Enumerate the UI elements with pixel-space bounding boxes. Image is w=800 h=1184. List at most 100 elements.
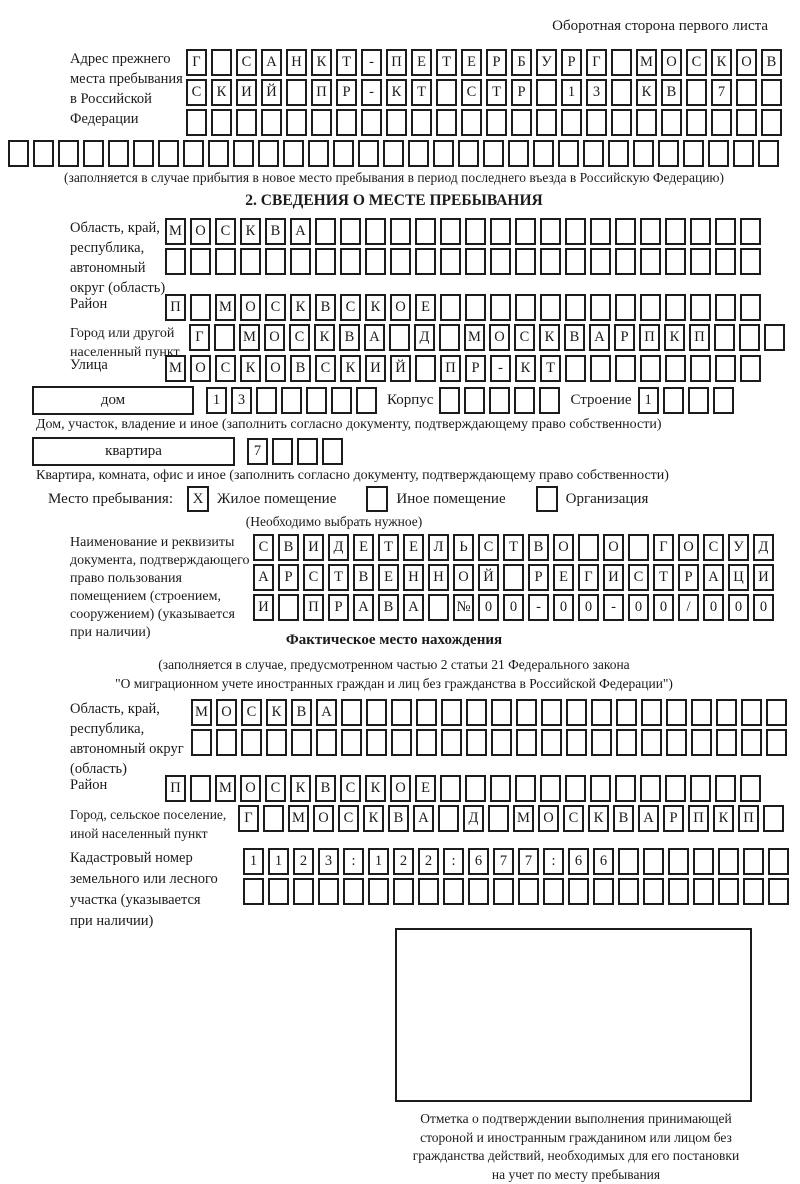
- form-cell[interactable]: О: [661, 49, 682, 76]
- form-cell[interactable]: [741, 729, 762, 756]
- form-cell[interactable]: К: [211, 79, 232, 106]
- form-cell[interactable]: [389, 324, 410, 351]
- form-cell[interactable]: [615, 775, 636, 802]
- form-cell[interactable]: [591, 729, 612, 756]
- form-cell[interactable]: Й: [261, 79, 282, 106]
- form-cell[interactable]: [736, 109, 757, 136]
- form-cell[interactable]: 1: [243, 848, 264, 875]
- form-cell[interactable]: [211, 49, 232, 76]
- form-cell[interactable]: К: [314, 324, 335, 351]
- form-cell[interactable]: М: [165, 218, 186, 245]
- form-cell[interactable]: А: [261, 49, 282, 76]
- form-cell[interactable]: [583, 140, 604, 167]
- form-cell[interactable]: [515, 294, 536, 321]
- form-cell[interactable]: [611, 109, 632, 136]
- form-cell[interactable]: [308, 140, 329, 167]
- form-cell[interactable]: [615, 294, 636, 321]
- form-cell[interactable]: [690, 294, 711, 321]
- form-cell[interactable]: [690, 775, 711, 802]
- form-cell[interactable]: Е: [415, 294, 436, 321]
- form-cell[interactable]: [286, 109, 307, 136]
- form-cell[interactable]: [515, 218, 536, 245]
- form-cell[interactable]: [465, 248, 486, 275]
- form-cell[interactable]: Е: [553, 564, 574, 591]
- form-cell[interactable]: К: [290, 294, 311, 321]
- form-cell[interactable]: [686, 109, 707, 136]
- form-cell[interactable]: С: [338, 805, 359, 832]
- form-cell[interactable]: Е: [415, 775, 436, 802]
- form-cell[interactable]: Т: [336, 49, 357, 76]
- form-cell[interactable]: [691, 729, 712, 756]
- form-cell[interactable]: [439, 324, 460, 351]
- form-cell[interactable]: [415, 355, 436, 382]
- form-cell[interactable]: Р: [511, 79, 532, 106]
- form-cell[interactable]: [761, 79, 782, 106]
- checkbox-other-premises[interactable]: [366, 486, 389, 512]
- form-cell[interactable]: С: [514, 324, 535, 351]
- form-cell[interactable]: К: [311, 49, 332, 76]
- form-cell[interactable]: [297, 438, 318, 465]
- form-cell[interactable]: [565, 294, 586, 321]
- form-cell[interactable]: А: [253, 564, 274, 591]
- form-cell[interactable]: С: [215, 355, 236, 382]
- form-cell[interactable]: Е: [403, 534, 424, 561]
- form-cell[interactable]: [640, 294, 661, 321]
- form-cell[interactable]: Й: [478, 564, 499, 591]
- form-cell[interactable]: А: [589, 324, 610, 351]
- form-cell[interactable]: 2: [393, 848, 414, 875]
- form-cell[interactable]: 3: [318, 848, 339, 875]
- form-cell[interactable]: П: [440, 355, 461, 382]
- form-cell[interactable]: 0: [728, 594, 749, 621]
- form-cell[interactable]: [590, 248, 611, 275]
- form-cell[interactable]: [290, 248, 311, 275]
- form-cell[interactable]: Б: [511, 49, 532, 76]
- form-cell[interactable]: [183, 140, 204, 167]
- form-cell[interactable]: [586, 109, 607, 136]
- form-cell[interactable]: [343, 878, 364, 905]
- form-cell[interactable]: М: [215, 294, 236, 321]
- form-cell[interactable]: [483, 140, 504, 167]
- form-cell[interactable]: [293, 878, 314, 905]
- form-cell[interactable]: С: [265, 294, 286, 321]
- form-cell[interactable]: К: [240, 355, 261, 382]
- form-cell[interactable]: [590, 355, 611, 382]
- form-cell[interactable]: [761, 109, 782, 136]
- form-cell[interactable]: [715, 355, 736, 382]
- form-cell[interactable]: [615, 248, 636, 275]
- form-cell[interactable]: [214, 324, 235, 351]
- form-cell[interactable]: [386, 109, 407, 136]
- form-cell[interactable]: В: [388, 805, 409, 832]
- form-cell[interactable]: :: [543, 848, 564, 875]
- form-cell[interactable]: П: [688, 805, 709, 832]
- form-cell[interactable]: [316, 729, 337, 756]
- form-cell[interactable]: [515, 248, 536, 275]
- form-cell[interactable]: 2: [293, 848, 314, 875]
- form-cell[interactable]: [466, 699, 487, 726]
- form-cell[interactable]: [766, 729, 787, 756]
- form-cell[interactable]: О: [190, 218, 211, 245]
- form-cell[interactable]: -: [490, 355, 511, 382]
- form-cell[interactable]: -: [528, 594, 549, 621]
- form-cell[interactable]: [365, 248, 386, 275]
- form-cell[interactable]: [281, 387, 302, 414]
- form-cell[interactable]: С: [315, 355, 336, 382]
- form-cell[interactable]: У: [728, 534, 749, 561]
- form-cell[interactable]: [516, 729, 537, 756]
- form-cell[interactable]: О: [240, 775, 261, 802]
- form-cell[interactable]: [441, 699, 462, 726]
- form-cell[interactable]: [415, 218, 436, 245]
- form-cell[interactable]: 1: [637, 387, 659, 414]
- form-cell[interactable]: [578, 534, 599, 561]
- form-cell[interactable]: 3: [231, 387, 252, 414]
- form-cell[interactable]: [341, 729, 362, 756]
- form-cell[interactable]: Р: [328, 594, 349, 621]
- form-cell[interactable]: [643, 848, 664, 875]
- form-cell[interactable]: 7: [711, 79, 732, 106]
- form-cell[interactable]: -: [361, 49, 382, 76]
- form-cell[interactable]: К: [340, 355, 361, 382]
- form-cell[interactable]: О: [678, 534, 699, 561]
- form-cell[interactable]: К: [266, 699, 287, 726]
- form-cell[interactable]: [361, 109, 382, 136]
- form-cell[interactable]: [416, 729, 437, 756]
- form-cell[interactable]: [468, 878, 489, 905]
